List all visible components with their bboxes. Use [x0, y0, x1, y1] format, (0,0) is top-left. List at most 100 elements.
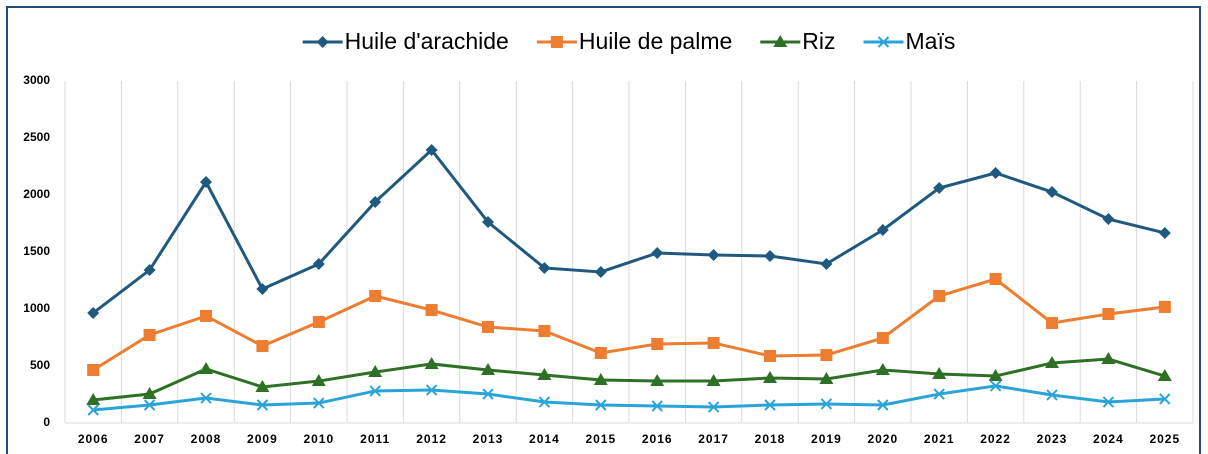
legend-label: Huile d'arachide: [345, 28, 509, 54]
marker: [876, 331, 889, 344]
marker: [706, 374, 721, 387]
marker: [933, 388, 945, 400]
marker: [1102, 213, 1115, 226]
marker: [256, 340, 269, 353]
series-line: [92, 147, 1166, 315]
marker: [368, 365, 383, 378]
y-tick-label: 0: [43, 415, 50, 429]
marker: [650, 374, 665, 387]
marker: [538, 261, 551, 274]
marker: [86, 392, 101, 405]
marker: [820, 398, 833, 410]
marker: [311, 374, 326, 387]
marker: [87, 363, 100, 376]
marker: [876, 223, 889, 236]
marker: [595, 399, 607, 411]
marker: [312, 315, 325, 328]
x-tick-label: 2016: [642, 432, 673, 446]
marker: [255, 379, 270, 392]
marker: [1045, 356, 1059, 369]
marker: [989, 273, 1002, 286]
x-tick-label: 2021: [924, 432, 955, 446]
marker: [143, 264, 156, 277]
marker: [988, 369, 1003, 382]
marker: [877, 36, 890, 48]
marker: [1158, 300, 1171, 313]
x-tick-label: 2006: [78, 432, 109, 446]
y-tick-label: 500: [30, 358, 50, 372]
marker: [933, 182, 946, 195]
marker: [1046, 389, 1058, 401]
marker: [1102, 396, 1115, 408]
marker: [313, 397, 325, 409]
marker: [481, 362, 495, 375]
x-tick-label: 2018: [755, 432, 786, 446]
marker: [877, 399, 889, 411]
x-tick-label: 2023: [1037, 432, 1068, 446]
legend-label: Huile de palme: [579, 28, 732, 54]
marker: [763, 370, 777, 383]
x-tick-label: 2009: [247, 432, 278, 446]
marker: [256, 283, 269, 296]
marker: [820, 349, 833, 362]
y-tick-label: 2500: [23, 130, 50, 144]
x-tick-label: 2008: [191, 432, 222, 446]
x-tick-label: 2025: [1149, 432, 1180, 446]
x-tick-label: 2013: [473, 432, 504, 446]
y-tick-label: 3000: [23, 73, 50, 87]
marker: [933, 290, 946, 303]
y-tick-label: 1000: [23, 301, 50, 315]
marker: [537, 368, 552, 381]
marker: [1046, 317, 1058, 330]
marker: [651, 337, 664, 350]
marker: [989, 166, 1002, 179]
marker: [369, 195, 382, 208]
marker: [875, 362, 890, 375]
marker: [1046, 186, 1058, 199]
marker: [369, 385, 381, 397]
marker: [369, 290, 382, 303]
marker: [538, 396, 551, 408]
x-tick-label: 2011: [360, 432, 390, 446]
marker: [764, 399, 776, 411]
x-tick-label: 2015: [585, 432, 616, 446]
marker: [932, 366, 947, 379]
marker: [425, 384, 438, 396]
x-tick-label: 2024: [1093, 432, 1124, 446]
marker: [707, 248, 720, 261]
marker: [764, 349, 776, 362]
marker: [819, 371, 834, 384]
marker: [143, 399, 156, 411]
marker: [1159, 393, 1171, 405]
x-tick-label: 2010: [303, 432, 334, 446]
marker: [707, 401, 720, 413]
marker: [256, 399, 269, 411]
series-line: [92, 277, 1165, 372]
x-tick-label: 2022: [980, 432, 1011, 446]
marker: [200, 176, 212, 189]
marker: [143, 328, 156, 341]
marker: [199, 361, 213, 374]
marker: [200, 309, 212, 322]
marker: [424, 356, 439, 369]
y-tick-label: 2000: [23, 187, 50, 201]
marker: [820, 257, 833, 270]
marker: [482, 216, 494, 229]
marker: [425, 304, 438, 317]
marker: [707, 336, 720, 349]
marker: [1101, 352, 1116, 365]
legend-label: Riz: [802, 28, 835, 54]
series-line: [93, 357, 1166, 402]
marker: [651, 400, 663, 412]
marker: [316, 36, 329, 48]
x-tick-label: 2007: [134, 432, 165, 446]
legend-label: Maïs: [906, 28, 956, 54]
x-tick-label: 2017: [698, 432, 729, 446]
marker: [594, 347, 607, 360]
marker: [425, 143, 438, 156]
series-line: [93, 384, 1165, 412]
y-tick-label: 1500: [23, 244, 50, 258]
marker: [550, 36, 563, 48]
x-tick-label: 2012: [416, 432, 447, 446]
marker: [989, 380, 1002, 392]
